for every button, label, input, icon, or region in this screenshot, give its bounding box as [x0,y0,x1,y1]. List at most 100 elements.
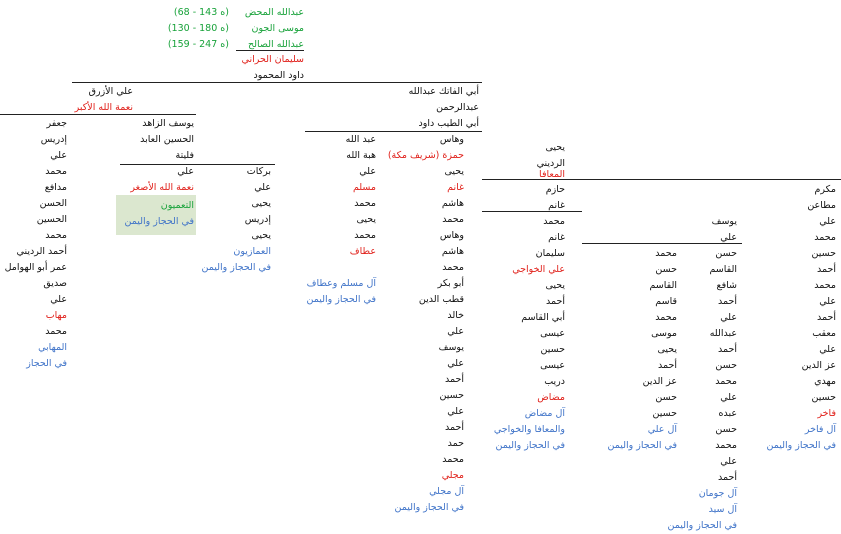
lineage-name: مكرم [814,184,836,195]
lineage-name: مطاعن [807,200,836,211]
lineage-name: يوسف الزاهد [142,118,194,129]
lineage-name: شافع [716,280,737,291]
lineage-name: أحمد الرديني [16,246,67,257]
lineage-name: محمد [442,214,464,225]
region-label: في الحجاز واليمن [766,440,837,451]
branch-line [120,164,275,165]
highlight-box [116,195,196,235]
lineage-name: يحيى [251,230,271,241]
lineage-name: عز الدين [801,360,836,371]
lineage-name: مدافع [44,182,67,193]
lineage-name: أحمد [718,344,737,355]
lineage-name: مسلم [352,182,376,193]
lineage-name: محمد [45,166,67,177]
lineage-name: هبة الله [346,150,376,161]
lineage-name: حسن [655,392,677,403]
lineage-name: محمد [45,230,67,241]
lineage-name: علي [720,392,737,403]
lineage-name: غانم [548,200,565,211]
lineage-name: حسين [652,408,677,419]
lineage-name: عز الدين [642,376,677,387]
lineage-name: حسن [655,264,677,275]
lineage-name: محمد [442,262,464,273]
lineage-name: أحمد [718,472,737,483]
lineage-name: مهاب [45,310,67,321]
lineage-name: أحمد [658,360,677,371]
family-name: والمعافا والخواجي [493,424,565,435]
lineage-name: حمزة (شريف مكة) [387,150,464,161]
lineage-name: محمد [354,198,376,209]
ancestor-dates: (ه 247 - 159) [167,39,229,50]
lineage-name: علي [50,294,67,305]
lineage-name: معقب [812,328,836,339]
lineage-name: محمد [655,248,677,259]
lineage-name: محمد [543,216,565,227]
lineage-name: محمد [45,326,67,337]
lineage-name: حسن [715,360,737,371]
lineage-name: علي [447,406,464,417]
lineage-name: يحيى [356,214,376,225]
lineage-name: فاخر [817,408,836,419]
family-name: آل مسلم وعطاف [306,278,376,289]
lineage-name: حازم [545,184,565,195]
lineage-name: علي [720,456,737,467]
lineage-name: يوسف [711,216,737,227]
family-name: آل علي [647,424,677,435]
lineage-name: إدريس [244,214,271,225]
lineage-name: مهدي [814,376,836,387]
ancestor-name: سليمان الحراني [241,54,304,65]
region-label: في الحجاز واليمن [607,440,678,451]
region-label: في الحجاز واليمن [667,520,738,531]
family-name: آل سيد [708,504,737,515]
region-label: في الحجاز واليمن [306,294,377,305]
lineage-name: يحيى [444,166,464,177]
region-label: في الحجاز واليمن [201,262,272,273]
lineage-name: محمد [715,376,737,387]
lineage-name: أحمد [445,374,464,385]
ancestor-name: عبدالله الصالح [247,39,304,50]
branch-name: علي الأزرق [88,86,133,97]
family-name: آل مضاض [524,408,565,419]
lineage-name: صديق [43,278,67,289]
family-name: العمازيون [233,246,271,257]
family-name: المهابي [38,342,67,353]
branch-name: أبي الفاتك عبدالله [408,86,479,97]
family-name: آل جومان [698,488,737,499]
lineage-name: نعمة الله الأصغر [130,182,194,193]
lineage-name: الحسين [36,214,67,225]
lineage-name: محمد [354,230,376,241]
lineage-name: محمد [655,312,677,323]
lineage-name: يوسف [438,342,464,353]
branch-line [482,211,582,212]
lineage-name: عبد الله [345,134,376,145]
region-label: في الحجاز واليمن [394,502,465,513]
lineage-name: القاسم [709,264,737,275]
lineage-name: محمد [814,232,836,243]
lineage-name: قطب الدين [418,294,464,305]
lineage-name: أحمد [718,296,737,307]
lineage-name: علي [819,216,836,227]
lineage-name: القاسم [649,280,677,291]
lineage-name: حسن [715,424,737,435]
family-name: آل مجلي [429,486,464,497]
ancestor-name: موسى الجون [251,23,304,34]
lineage-name: علي [50,150,67,161]
family-name: آل فاخر [804,424,836,435]
branch-line [582,243,742,244]
lineage-name: وهاس [439,134,464,145]
branch-name: أبي الطيب داود [418,118,479,129]
lineage-name: محمد [715,440,737,451]
lineage-name: دريب [544,376,565,387]
lineage-name: يحيى [545,280,565,291]
lineage-name: علي [720,232,737,243]
lineage-name: علي [447,358,464,369]
ancestor-dates: (ه 143 - 68) [173,7,229,18]
lineage-name: الحسن [39,198,67,209]
branch-line [305,131,482,132]
lineage-name: أحمد [445,422,464,433]
lineage-name: حمد [447,438,464,449]
lineage-name: فليتة [175,150,194,161]
lineage-name: أبو بكر [437,278,464,289]
ancestor-name: داود المحمود [253,70,305,81]
